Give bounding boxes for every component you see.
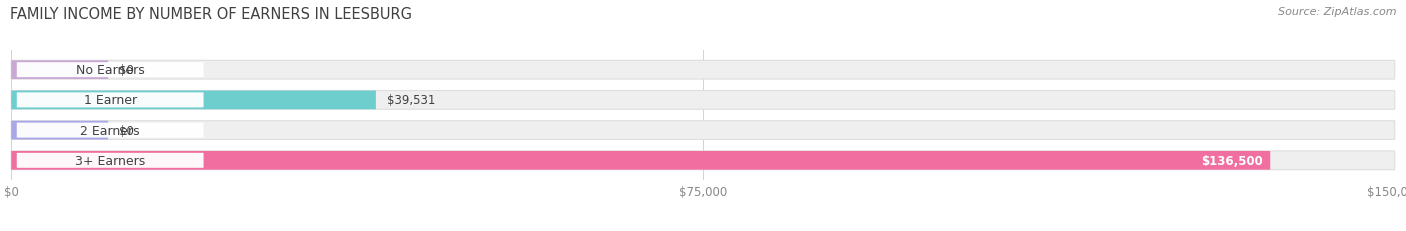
FancyBboxPatch shape [11, 151, 1395, 170]
FancyBboxPatch shape [11, 121, 108, 140]
Text: 1 Earner: 1 Earner [83, 94, 136, 107]
Text: 2 Earners: 2 Earners [80, 124, 141, 137]
FancyBboxPatch shape [11, 61, 1395, 80]
Text: $39,531: $39,531 [387, 94, 436, 107]
FancyBboxPatch shape [11, 61, 108, 80]
FancyBboxPatch shape [17, 63, 204, 78]
FancyBboxPatch shape [17, 93, 204, 108]
Text: FAMILY INCOME BY NUMBER OF EARNERS IN LEESBURG: FAMILY INCOME BY NUMBER OF EARNERS IN LE… [10, 7, 412, 22]
Text: $0: $0 [120, 124, 134, 137]
Text: $136,500: $136,500 [1202, 154, 1264, 167]
Text: $0: $0 [120, 64, 134, 77]
FancyBboxPatch shape [11, 91, 1395, 110]
FancyBboxPatch shape [11, 121, 1395, 140]
FancyBboxPatch shape [11, 151, 1270, 170]
Text: No Earners: No Earners [76, 64, 145, 77]
FancyBboxPatch shape [17, 123, 204, 138]
Text: Source: ZipAtlas.com: Source: ZipAtlas.com [1278, 7, 1396, 17]
Text: 3+ Earners: 3+ Earners [75, 154, 145, 167]
FancyBboxPatch shape [11, 91, 375, 110]
FancyBboxPatch shape [17, 153, 204, 168]
